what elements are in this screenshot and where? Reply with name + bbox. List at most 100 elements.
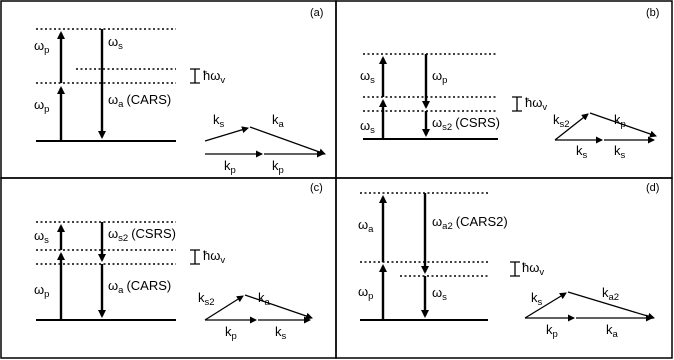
pump-sub: a [368, 224, 374, 235]
svg-text:kp: kp [546, 322, 558, 340]
k1-sub: s2 [560, 119, 570, 130]
svg-text:kp: kp [272, 158, 284, 176]
pump2-label: ω [34, 97, 44, 112]
k3-sub: p [232, 331, 237, 342]
anti-note: (CSRS) [455, 115, 500, 130]
svg-text:ks2: ks2 [198, 290, 215, 308]
panel-a-tag: (a) [310, 7, 323, 19]
pump2-label: ω [360, 118, 370, 133]
svg-text:ka: ka [258, 290, 271, 308]
vib-label: ħω [203, 248, 220, 263]
svg-text:ωa(CARS): ωa (CARS) [108, 278, 171, 296]
wavevector-k1 [204, 295, 244, 321]
pump2-label: ω [358, 284, 368, 299]
pump2-sub: p [44, 289, 49, 300]
pump2-sub: p [368, 291, 373, 302]
stokes-note: (CARS2) [456, 214, 508, 229]
k3-label: k [546, 322, 553, 337]
wavevector-k1 [554, 113, 589, 141]
anti-label: ω [432, 285, 442, 300]
anti-note: (CARS) [126, 92, 171, 107]
panel-b: (b) ωs ωs ωp ωs2 (CSRS) ħωv ks2 kp ks ks [335, 0, 673, 179]
stokes-label: ω [432, 214, 442, 229]
k3-sub: p [553, 329, 558, 340]
k4-label: k [272, 158, 279, 173]
pump-label: ω [358, 217, 368, 232]
svg-text:ωs: ωs [432, 285, 447, 303]
svg-text:ωs2(CSRS): ωs2 (CSRS) [108, 226, 176, 244]
svg-text:ωs2(CSRS): ωs2 (CSRS) [432, 115, 500, 133]
svg-text:ωp: ωp [34, 97, 49, 115]
k2-label: k [602, 285, 609, 300]
stokes-sub: p [442, 75, 447, 86]
vib-label: ħω [522, 260, 539, 275]
k1-sub: s2 [205, 297, 215, 308]
stokes-sub: a2 [442, 221, 453, 232]
anti-note: (CARS) [126, 278, 171, 293]
svg-text:ωa: ωa [358, 217, 374, 235]
svg-text:ħωv: ħωv [522, 260, 544, 278]
stokes-label: ω [432, 68, 442, 83]
panel-b-tag: (b) [646, 7, 659, 19]
panel-c-tag: (c) [310, 182, 323, 194]
anti-label: ω [432, 115, 442, 130]
k1-label: k [553, 112, 560, 127]
wavevector-k2 [244, 294, 313, 320]
k1-label: k [198, 290, 205, 305]
k4-sub: a [613, 329, 619, 340]
vib-bracket [510, 261, 520, 277]
svg-text:ωs: ωs [360, 68, 375, 86]
svg-text:ωa2(CARS2): ωa2 (CARS2) [432, 214, 508, 232]
k1-sub: s [220, 119, 225, 130]
k3-sub: s [583, 150, 588, 161]
svg-text:ks: ks [213, 112, 225, 130]
k4-sub: s [282, 331, 287, 342]
svg-text:ka2: ka2 [602, 285, 619, 303]
anti-sub: a [118, 285, 124, 296]
vib-sub: v [220, 75, 225, 86]
pump2-sub: p [44, 104, 49, 115]
svg-text:kp: kp [224, 158, 236, 176]
pump2-sub: s [370, 125, 375, 136]
anti-label: ω [108, 278, 118, 293]
vib-sub: v [220, 255, 225, 266]
pump-label: ω [34, 38, 44, 53]
vib-sub: v [542, 102, 547, 113]
k3-label: k [576, 143, 583, 158]
k4-label: k [606, 322, 613, 337]
vib-sub: v [539, 267, 544, 278]
svg-text:ωp: ωp [358, 284, 373, 302]
svg-text:ħωv: ħωv [203, 248, 225, 266]
svg-text:ks: ks [614, 143, 626, 161]
k1-label: k [531, 290, 538, 305]
svg-text:ωp: ωp [432, 68, 447, 86]
k3-label: k [225, 324, 232, 339]
vib-label: ħω [525, 95, 542, 110]
svg-text:ωp: ωp [34, 38, 49, 56]
svg-text:kp: kp [614, 112, 626, 130]
svg-text:ka: ka [606, 322, 619, 340]
anti-sub: s [442, 292, 447, 303]
wavevector-k2 [567, 291, 655, 320]
k1-label: k [213, 112, 220, 127]
wavevector-k2 [589, 112, 657, 138]
pump-label: ω [360, 68, 370, 83]
svg-text:ks2: ks2 [553, 112, 570, 130]
panel-d: (d) ωa ωp ωa2 (CARS2) ωs ħωv ks ka2 kp ka [335, 177, 673, 359]
k4-label: k [614, 143, 621, 158]
k2-label: k [258, 290, 265, 305]
svg-text:ks: ks [275, 324, 287, 342]
svg-text:ks: ks [531, 290, 543, 308]
k1-sub: s [538, 297, 543, 308]
pump-sub: s [370, 75, 375, 86]
vib-bracket [512, 96, 522, 112]
k2-sub: a2 [609, 292, 620, 303]
svg-text:ωs: ωs [34, 228, 49, 246]
anti-sub: s2 [442, 122, 452, 133]
vib-bracket [190, 249, 200, 265]
pump2-label: ω [34, 282, 44, 297]
stokes-note: (CSRS) [131, 226, 176, 241]
panel-a: (a) ωp ωp ωs ωa (CARS) ħωv ks ka kp kp [0, 0, 337, 179]
panel-d-frame [335, 177, 673, 359]
